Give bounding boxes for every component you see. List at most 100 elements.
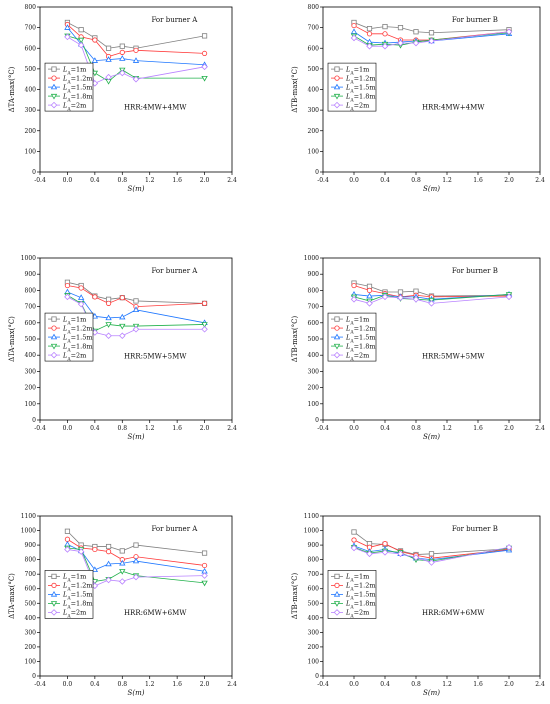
- y-tick-label: 400: [308, 352, 320, 359]
- y-tick-label: 0: [315, 417, 319, 424]
- legend-label: LA=1m: [345, 315, 369, 326]
- data-point: [201, 562, 208, 569]
- y-tick-label: 500: [308, 600, 320, 607]
- legend-marker: [333, 351, 341, 359]
- data-point: [381, 549, 389, 556]
- data-point: [119, 332, 126, 340]
- plot-frame: [39, 515, 233, 677]
- y-tick-label: 300: [308, 107, 320, 114]
- data-point: [105, 300, 112, 306]
- y-tick-label: 800: [25, 4, 37, 11]
- legend-marker: [50, 333, 58, 340]
- y-tick-label: 500: [25, 66, 37, 73]
- chart-panel-4: -0.4 0.0 0.4 0.8 1.2 1.6 2.0 2.4 0 100 200 300 400 50…: [291, 255, 545, 441]
- legend-marker: [51, 66, 57, 72]
- hrr-annotation: HRR:5MW+5MW: [124, 352, 187, 360]
- data-point: [505, 28, 513, 36]
- data-point: [91, 70, 99, 77]
- legend-marker: [50, 590, 58, 597]
- hrr-annotation: HRR:4MW+4MW: [422, 103, 485, 111]
- data-point: [366, 42, 373, 50]
- legend-marker: [333, 83, 341, 90]
- y-tick-label: 700: [308, 571, 320, 578]
- data-point: [78, 285, 84, 291]
- burner-annotation: For burner B: [452, 525, 498, 533]
- legend-label: LA=1.8m: [345, 342, 376, 353]
- y-tick-label: 700: [25, 304, 37, 311]
- data-point: [428, 30, 435, 36]
- y-axis-label: ΔTA-max(°C): [8, 316, 16, 362]
- x-tick-label: 2.4: [227, 177, 237, 184]
- legend-label: LA=1.5m: [345, 83, 376, 94]
- x-tick-label: 0.8: [411, 177, 421, 184]
- data-point: [366, 292, 373, 299]
- x-tick-label: 2.4: [535, 681, 545, 688]
- data-point: [381, 42, 389, 50]
- legend-label: LA=1.2m: [345, 74, 376, 85]
- y-tick-label: 700: [25, 25, 37, 32]
- legend-label: LA=1.2m: [62, 324, 93, 335]
- y-tick-label: 600: [308, 45, 320, 52]
- y-tick-label: 500: [308, 66, 320, 73]
- data-point: [105, 332, 112, 340]
- data-point: [119, 69, 126, 77]
- legend-marker: [334, 316, 340, 322]
- legend-label: LA=1.2m: [62, 582, 93, 593]
- legend-label: LA=1m: [345, 65, 369, 76]
- y-tick-label: 800: [25, 557, 37, 564]
- data-point: [412, 39, 420, 47]
- y-tick-label: 100: [25, 658, 37, 665]
- data-point: [105, 560, 112, 567]
- hrr-annotation: HRR:5MW+5MW: [422, 352, 485, 360]
- data-point: [133, 47, 139, 53]
- legend-marker: [50, 601, 58, 607]
- y-tick-label: 500: [25, 336, 37, 343]
- x-tick-label: -0.4: [317, 425, 329, 432]
- legend-label: LA=1m: [62, 573, 86, 584]
- data-point: [201, 572, 208, 579]
- y-tick-label: 800: [308, 4, 320, 11]
- x-tick-label: 2.0: [504, 425, 514, 432]
- y-tick-label: 400: [308, 615, 320, 622]
- data-point: [77, 41, 85, 49]
- legend-marker: [333, 343, 341, 350]
- data-point: [382, 541, 388, 547]
- data-point: [428, 559, 435, 566]
- data-point: [397, 294, 404, 301]
- legend-label: LA=1.5m: [345, 591, 376, 602]
- data-point: [77, 37, 85, 44]
- legend-label: LA=2m: [345, 609, 369, 620]
- data-point: [366, 550, 373, 558]
- x-tick-label: 0.8: [118, 177, 128, 184]
- burner-annotation: For burner A: [151, 16, 198, 24]
- data-point: [119, 55, 126, 61]
- x-axis-label: S(m): [128, 185, 145, 193]
- x-tick-label: 0.0: [349, 425, 359, 432]
- plot-frame: [322, 515, 541, 677]
- x-tick-label: 0.0: [63, 177, 73, 184]
- legend-marker: [51, 325, 57, 331]
- y-tick-label: 900: [308, 542, 320, 549]
- y-axis-label: ΔTB-max(°C): [291, 316, 299, 363]
- y-tick-label: 1000: [21, 255, 36, 262]
- x-tick-label: 2.0: [200, 425, 210, 432]
- y-tick-label: 1000: [304, 255, 319, 262]
- y-tick-label: 800: [308, 557, 320, 564]
- legend-label: LA=1.5m: [62, 333, 93, 344]
- chart-panel-6: -0.4 0.0 0.4 0.8 1.2 1.6 2.0 2.4 0 100 200 300 400 50…: [291, 513, 545, 697]
- data-point: [92, 294, 98, 300]
- data-point: [201, 300, 208, 306]
- data-point: [105, 576, 112, 584]
- data-point: [105, 56, 112, 62]
- chart-panel-2: -0.4 0.0 0.4 0.8 1.2 1.6 2.0 2.4 0 100 200 300 400 50…: [291, 4, 545, 193]
- legend-marker: [334, 573, 340, 580]
- data-point: [132, 75, 140, 83]
- legend-marker: [50, 93, 58, 100]
- x-tick-label: 0.8: [411, 681, 421, 688]
- data-point: [91, 57, 99, 63]
- data-point: [119, 548, 125, 554]
- data-point: [350, 544, 358, 552]
- data-point: [64, 24, 71, 30]
